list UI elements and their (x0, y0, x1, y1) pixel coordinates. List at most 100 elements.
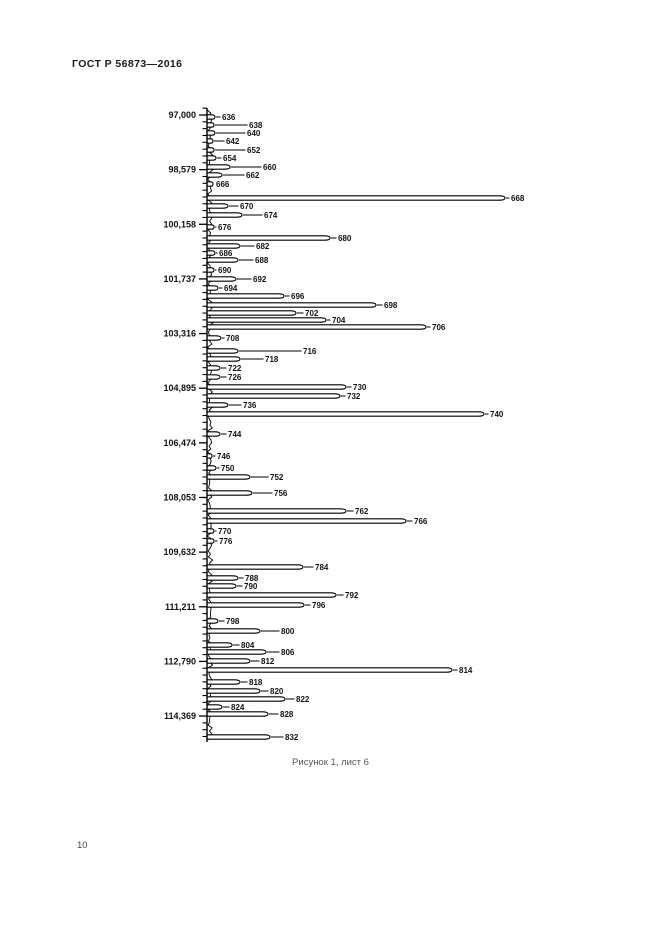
axis-tick-label: 100,158 (163, 219, 196, 229)
peak-640 (207, 130, 216, 136)
peak-label-820: 820 (270, 687, 284, 696)
peak-label-682: 682 (256, 242, 270, 251)
peak-690 (207, 267, 215, 273)
peak-746 (207, 453, 213, 459)
peak-740 (207, 411, 485, 417)
peak-776 (207, 538, 215, 544)
peak-label-750: 750 (221, 464, 235, 473)
peak-798 (207, 618, 219, 624)
axis-tick-label: 103,316 (163, 329, 196, 339)
peak-label-676: 676 (218, 223, 232, 232)
peak-label-752: 752 (270, 473, 284, 482)
peak-718 (207, 356, 241, 362)
peak-label-770: 770 (218, 527, 232, 536)
peak-668 (207, 195, 506, 201)
axis-tick-label: 112,790 (164, 656, 196, 666)
peak-708 (207, 335, 222, 341)
peak-label-662: 662 (246, 171, 260, 180)
peak-796 (207, 602, 305, 608)
peak-label-822: 822 (296, 695, 310, 704)
peak-label-792: 792 (345, 591, 359, 600)
peak-label-736: 736 (243, 401, 257, 410)
peak-686 (207, 250, 216, 256)
peak-652 (207, 147, 215, 153)
axis-tick-label: 111,211 (165, 602, 196, 612)
standard-number-header: ГОСТ Р 56873—2016 (72, 58, 183, 70)
peak-label-674: 674 (264, 211, 278, 220)
peak-label-796: 796 (312, 601, 326, 610)
peak-662 (207, 172, 223, 178)
peak-638 (207, 122, 215, 128)
peak-label-730: 730 (353, 383, 367, 392)
peak-654 (207, 155, 217, 161)
peak-label-652: 652 (247, 146, 261, 155)
peak-label-638: 638 (249, 121, 263, 130)
peak-label-708: 708 (226, 334, 240, 343)
peak-label-744: 744 (228, 430, 242, 439)
peak-label-642: 642 (226, 137, 240, 146)
peak-726 (207, 374, 221, 380)
peak-label-762: 762 (355, 507, 369, 516)
peak-label-716: 716 (303, 347, 317, 356)
peak-label-798: 798 (226, 617, 240, 626)
peak-label-776: 776 (219, 537, 233, 546)
peak-670 (207, 203, 229, 209)
peak-698 (207, 302, 377, 308)
peak-label-812: 812 (261, 657, 275, 666)
peak-730 (207, 384, 347, 390)
peak-label-704: 704 (332, 316, 346, 325)
peak-label-828: 828 (280, 710, 294, 719)
axis-tick-label: 109,632 (163, 547, 196, 557)
peak-label-692: 692 (253, 275, 267, 284)
peak-label-766: 766 (414, 517, 428, 526)
peak-label-702: 702 (305, 309, 319, 318)
peak-732 (207, 393, 341, 399)
peak-label-784: 784 (315, 563, 329, 572)
axis-tick-label: 98,579 (168, 165, 196, 175)
peak-692 (207, 276, 237, 282)
peak-790 (207, 583, 237, 589)
peak-label-832: 832 (285, 733, 299, 742)
peak-706 (207, 324, 427, 330)
peak-744 (207, 431, 221, 437)
axis-tick-label: 97,000 (168, 110, 196, 120)
peak-804 (207, 642, 233, 648)
axis-tick-label: 106,474 (163, 438, 196, 448)
peak-label-824: 824 (231, 703, 245, 712)
peak-766 (207, 518, 407, 524)
peak-label-814: 814 (459, 666, 473, 675)
peak-822 (207, 696, 286, 702)
peak-label-818: 818 (249, 678, 263, 687)
peak-label-804: 804 (241, 641, 255, 650)
peak-label-740: 740 (490, 410, 504, 419)
peak-label-722: 722 (228, 364, 242, 373)
peak-688 (207, 257, 239, 263)
peak-784 (207, 564, 304, 570)
peak-label-790: 790 (244, 582, 258, 591)
axis-tick-label: 114,369 (164, 711, 196, 721)
peak-694 (207, 285, 219, 291)
peak-788 (207, 575, 239, 581)
peak-label-732: 732 (347, 392, 361, 401)
peak-676 (207, 224, 215, 230)
peak-label-726: 726 (228, 373, 242, 382)
peak-828 (207, 711, 269, 717)
peak-label-696: 696 (291, 292, 305, 301)
peak-716 (207, 348, 239, 354)
peak-label-788: 788 (245, 574, 259, 583)
peak-label-688: 688 (255, 256, 269, 265)
peak-label-690: 690 (218, 266, 232, 275)
peak-label-666: 666 (216, 180, 230, 189)
peak-832 (207, 734, 271, 740)
peak-636 (207, 114, 216, 120)
peak-736 (207, 402, 229, 408)
peak-820 (207, 688, 261, 694)
peak-770 (207, 528, 215, 534)
peak-label-756: 756 (274, 489, 288, 498)
peak-label-806: 806 (281, 648, 295, 657)
peak-762 (207, 508, 347, 514)
peak-660 (207, 164, 231, 170)
figure-caption: Рисунок 1, лист 6 (292, 757, 369, 768)
